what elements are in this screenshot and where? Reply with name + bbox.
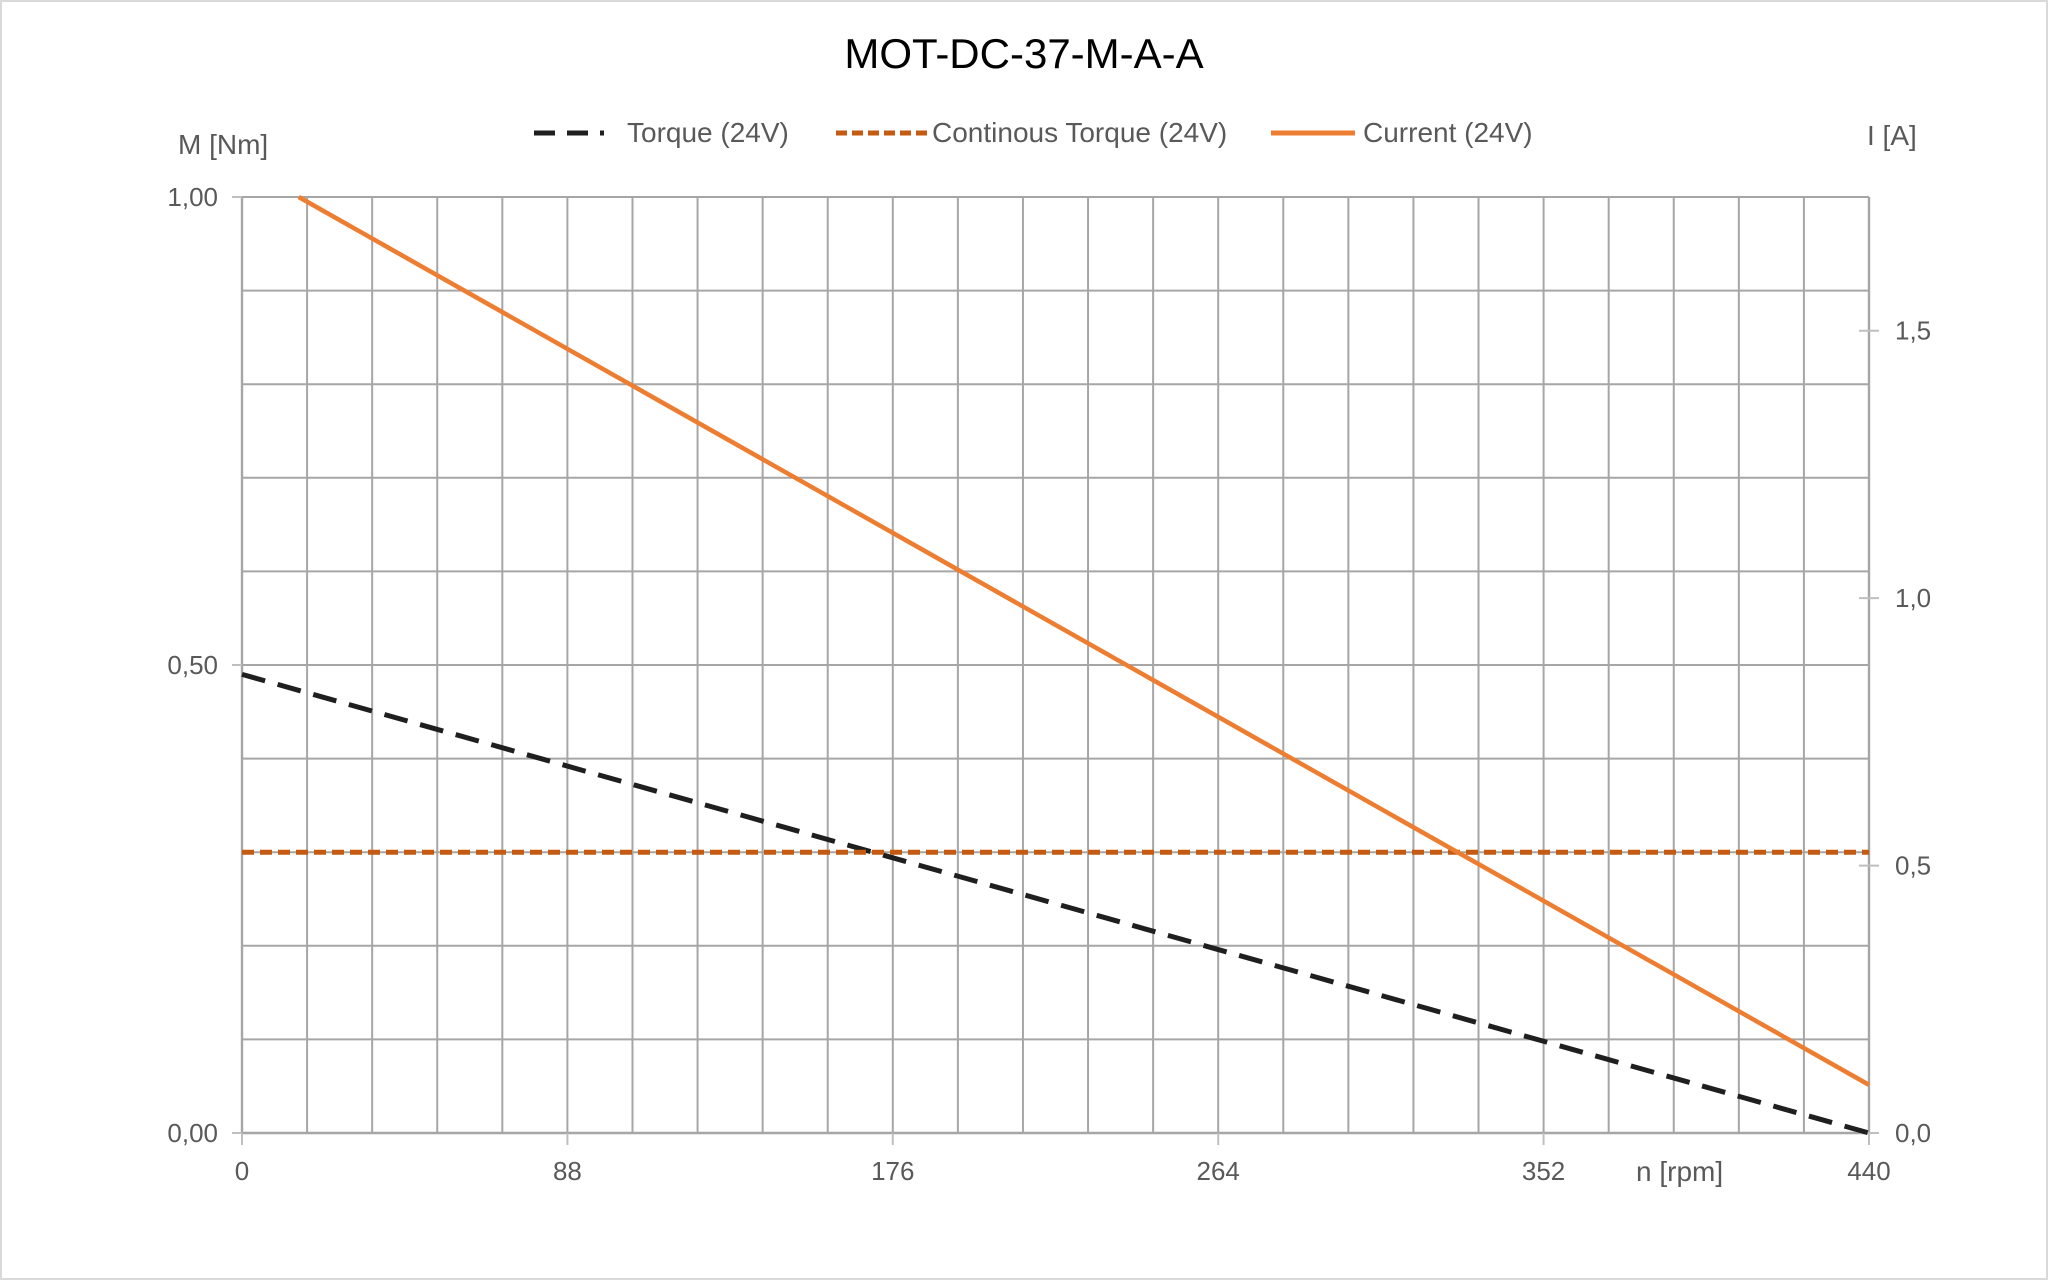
- x-tick-label: 88: [553, 1156, 582, 1186]
- right-tick-label: 1,5: [1895, 316, 1931, 346]
- left-tick-label: 1,00: [167, 182, 218, 212]
- axis-layer: 0,00 0,50 1,00 0,0 0,5 1,0 1,5 0 88 176 264 352 440: [167, 182, 1931, 1186]
- x-axis-title: n [rpm]: [1636, 1156, 1723, 1187]
- left-axis-title: M [Nm]: [178, 129, 268, 160]
- left-tick-label: 0,50: [167, 650, 218, 680]
- x-tick-label: 0: [235, 1156, 249, 1186]
- x-tick-label: 440: [1847, 1156, 1890, 1186]
- chart-title: MOT-DC-37-M-A-A: [844, 30, 1203, 77]
- series-layer: [241, 195, 1871, 1136]
- torque-line: [241, 671, 1870, 1136]
- left-tick-label: 0,00: [167, 1118, 218, 1148]
- right-tick-label: 0,0: [1895, 1118, 1931, 1148]
- legend-continuous-torque-label: Continous Torque (24V): [932, 117, 1227, 148]
- x-tick-label: 352: [1522, 1156, 1565, 1186]
- legend-torque-label: Torque (24V): [627, 117, 789, 148]
- right-tick-label: 1,0: [1895, 583, 1931, 613]
- x-tick-label: 176: [871, 1156, 914, 1186]
- right-tick-label: 0,5: [1895, 851, 1931, 881]
- x-tick-label: 264: [1197, 1156, 1240, 1186]
- legend-current-label: Current (24V): [1363, 117, 1533, 148]
- current-line: [297, 195, 1871, 1087]
- right-axis-title: I [A]: [1867, 120, 1917, 151]
- legend: Torque (24V) Continous Torque (24V) Curren…: [534, 117, 1533, 148]
- grid-layer: [240, 196, 1870, 1135]
